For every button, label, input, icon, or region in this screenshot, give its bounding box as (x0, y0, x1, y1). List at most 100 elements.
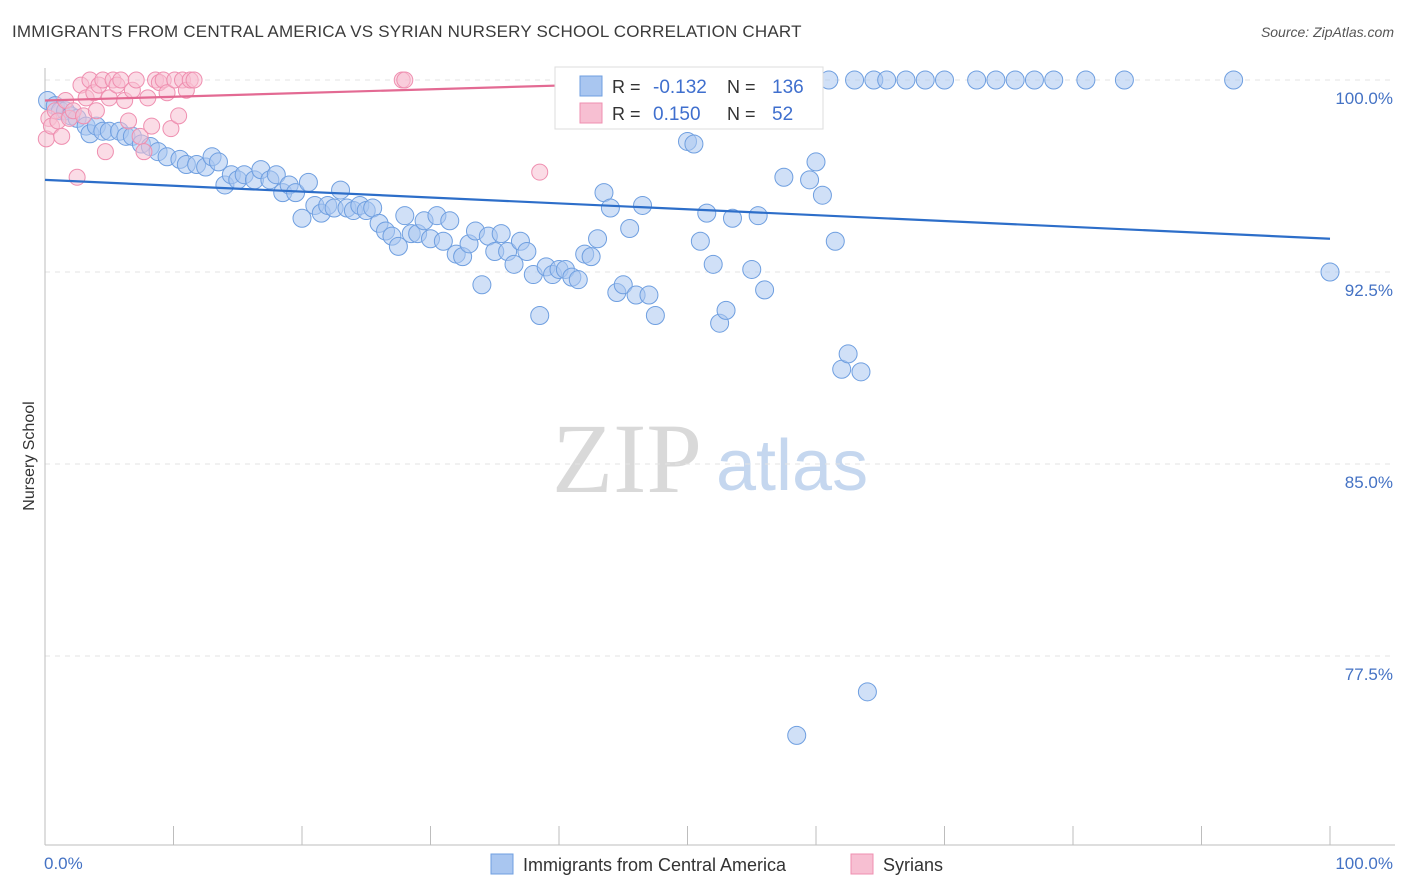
point-syrians-35 (162, 120, 180, 138)
point-central-america-88 (633, 195, 653, 215)
point-central-america-51 (395, 206, 415, 226)
point-central-america-115 (812, 185, 832, 205)
point-central-america-81 (588, 229, 608, 249)
point-central-america-72 (530, 306, 550, 326)
bottom-legend-swatch-pink (850, 853, 874, 875)
point-central-america-41 (331, 180, 351, 200)
point-syrians-28 (135, 143, 153, 161)
point-central-america-68 (504, 254, 524, 274)
point-syrians-43 (396, 71, 414, 89)
point-central-america-102 (722, 208, 742, 228)
legend-blue-r-value: -0.132 (653, 77, 707, 98)
point-central-america-58 (440, 211, 460, 231)
x-tick-label-left: 0.0% (44, 854, 83, 873)
y-tick-label-3: 77.5% (1345, 665, 1393, 684)
point-central-america-98 (697, 203, 717, 223)
point-syrians-15 (87, 102, 105, 120)
point-central-america-105 (742, 259, 762, 279)
legend-pink-n-label: N = (727, 104, 756, 124)
point-central-america-57 (433, 231, 453, 251)
point-central-america-89 (639, 285, 659, 305)
legend-swatch-blue (579, 75, 603, 97)
stats-legend: R = -0.132 N = 136 R = 0.150 N = 52 (554, 66, 824, 130)
bottom-legend-swatch-blue (490, 853, 514, 875)
legend-blue-n-value: 136 (772, 77, 804, 98)
point-central-america-85 (613, 275, 633, 295)
y-tick-label-1: 92.5% (1345, 281, 1393, 300)
point-central-america-35 (292, 208, 312, 228)
point-central-america-132 (1044, 70, 1064, 90)
axes (44, 68, 1395, 846)
point-central-america-134 (1114, 70, 1134, 90)
source-label: Source: ZipAtlas.com (1260, 24, 1394, 40)
point-central-america-31 (266, 165, 286, 185)
point-central-america-131 (1024, 70, 1044, 90)
point-central-america-50 (388, 236, 408, 256)
bottom-legend-label-central-america: Immigrants from Central America (523, 855, 787, 875)
point-central-america-96 (684, 134, 704, 154)
point-central-america-113 (800, 170, 820, 190)
y-axis-label: Nursery School (21, 401, 38, 510)
point-central-america-106 (748, 206, 768, 226)
point-central-america-119 (838, 344, 858, 364)
trend-line-central-america (44, 178, 1331, 240)
point-syrians-24 (120, 112, 138, 130)
point-syrians-37 (170, 107, 188, 125)
point-central-america-63 (472, 275, 492, 295)
point-central-america-36 (298, 172, 318, 192)
y-tick-label-0: 100.0% (1335, 89, 1393, 108)
point-syrians-5 (53, 127, 71, 145)
point-central-america-136 (1320, 262, 1340, 282)
point-syrians-30 (143, 117, 161, 135)
point-central-america-121 (851, 362, 871, 382)
watermark-atlas: atlas (716, 426, 868, 506)
point-central-america-128 (967, 70, 987, 90)
series-central-america-points (38, 70, 1340, 745)
point-central-america-112 (787, 725, 807, 745)
point-central-america-126 (915, 70, 935, 90)
x-tick-label-right: 100.0% (1335, 854, 1393, 873)
legend-blue-n-label: N = (727, 77, 756, 97)
point-syrians-9 (68, 168, 86, 186)
point-central-america-101 (716, 300, 736, 320)
point-central-america-120 (845, 70, 865, 90)
point-syrians-18 (96, 143, 114, 161)
point-central-america-90 (645, 306, 665, 326)
point-central-america-117 (825, 231, 845, 251)
watermark-zip: ZIP (552, 403, 702, 514)
bottom-legend: Immigrants from Central America Syrians (490, 853, 943, 875)
point-central-america-97 (690, 231, 710, 251)
point-syrians-26 (127, 71, 145, 89)
point-central-america-122 (857, 682, 877, 702)
point-central-america-86 (620, 218, 640, 238)
point-central-america-124 (877, 70, 897, 90)
point-central-america-70 (517, 242, 537, 262)
legend-pink-r-label: R = (612, 104, 641, 124)
point-central-america-125 (896, 70, 916, 90)
point-central-america-107 (755, 280, 775, 300)
point-central-america-78 (568, 270, 588, 290)
point-syrians-41 (185, 71, 203, 89)
legend-blue-r-label: R = (612, 77, 641, 97)
point-central-america-99 (703, 254, 723, 274)
point-central-america-135 (1224, 70, 1244, 90)
legend-pink-n-value: 52 (772, 104, 793, 125)
point-central-america-80 (581, 247, 601, 267)
point-central-america-83 (600, 198, 620, 218)
legend-swatch-pink (579, 102, 603, 124)
point-central-america-23 (208, 152, 228, 172)
point-syrians-44 (531, 163, 549, 181)
chart-title: IMMIGRANTS FROM CENTRAL AMERICA VS SYRIA… (12, 22, 802, 41)
point-central-america-127 (935, 70, 954, 90)
legend-pink-r-value: 0.150 (653, 104, 701, 125)
point-central-america-133 (1076, 70, 1096, 90)
point-central-america-66 (491, 224, 511, 244)
point-central-america-110 (774, 167, 794, 187)
y-tick-labels: 100.0% 92.5% 85.0% 77.5% (1335, 89, 1393, 684)
point-central-america-130 (1005, 70, 1025, 90)
point-central-america-129 (986, 70, 1006, 90)
bottom-legend-label-syrians: Syrians (883, 855, 943, 875)
point-central-america-114 (806, 152, 826, 172)
y-tick-label-2: 85.0% (1345, 473, 1393, 492)
